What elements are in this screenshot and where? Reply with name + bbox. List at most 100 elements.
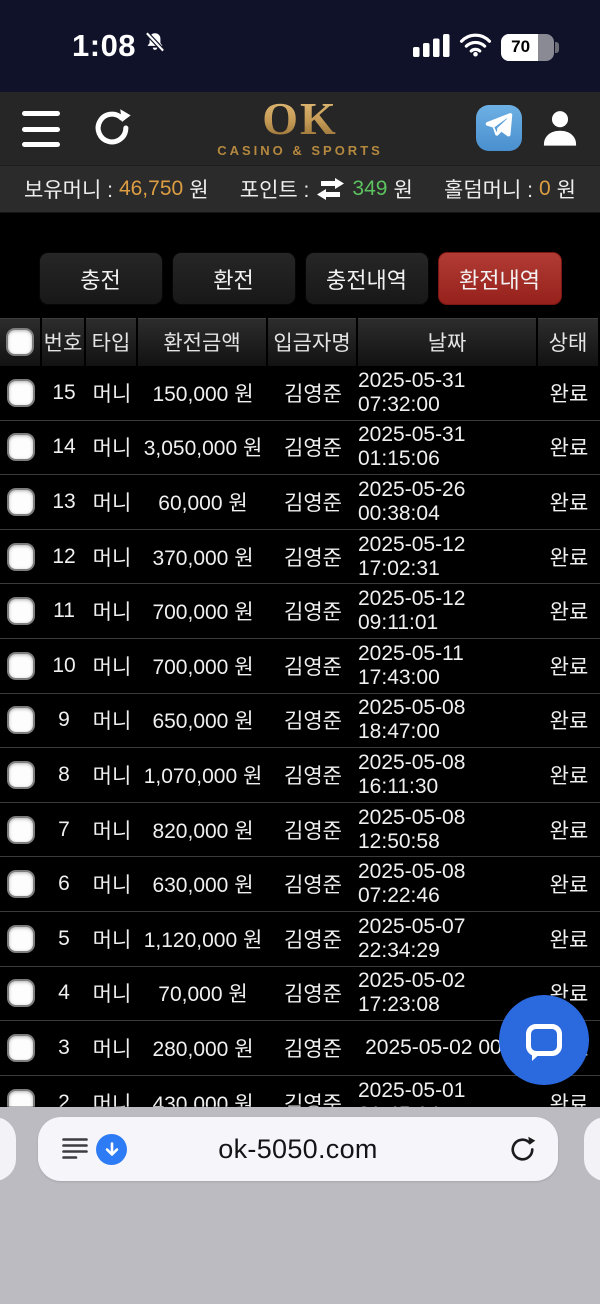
points-unit: 원 <box>393 179 413 202</box>
cell-no: 9 <box>58 708 70 732</box>
battery-icon: 70 <box>501 33 559 61</box>
livechat-button[interactable] <box>499 995 589 1085</box>
tab-withdraw-history[interactable]: 환전내역 <box>437 252 562 305</box>
cell-type: 머니 <box>92 983 132 1007</box>
points-label: 포인트 : <box>239 179 310 202</box>
cell-no: 14 <box>52 435 76 459</box>
cell-amount: 150,000 원 <box>152 382 254 406</box>
table-row: 9 머니 650,000 원 김영준 2025-05-08 18:47:00 완… <box>0 694 600 749</box>
cell-no: 13 <box>52 489 76 513</box>
row-checkbox[interactable] <box>9 435 33 460</box>
table-body: 15 머니 150,000 원 김영준 2025-05-31 07:32:00 … <box>0 366 600 1131</box>
status-time: 1:08 <box>72 28 168 64</box>
cell-depositor-name: 김영준 <box>284 382 342 406</box>
cell-amount: 820,000 원 <box>152 819 254 843</box>
row-checkbox[interactable] <box>9 708 33 733</box>
cell-type: 머니 <box>92 764 132 788</box>
tab-withdraw[interactable]: 환전 <box>171 252 296 305</box>
col-header-date: 날짜 <box>358 318 538 366</box>
row-checkbox[interactable] <box>9 817 33 842</box>
download-indicator-icon[interactable] <box>96 1134 127 1165</box>
cell-amount: 1,070,000 원 <box>143 764 263 788</box>
cell-amount: 370,000 원 <box>152 546 254 570</box>
cell-date: 2025-05-08 16:11:30 <box>358 750 466 798</box>
cell-type: 머니 <box>92 928 132 952</box>
swap-arrows-icon[interactable] <box>317 178 345 200</box>
cell-type: 머니 <box>92 655 132 679</box>
holdem-unit: 원 <box>556 179 576 202</box>
row-checkbox[interactable] <box>9 653 33 678</box>
telegram-icon <box>483 110 515 147</box>
table-row: 14 머니 3,050,000 원 김영준 2025-05-31 01:15:0… <box>0 421 600 476</box>
tab-deposit-history[interactable]: 충전내역 <box>304 252 429 305</box>
safari-bottom-chrome: ok-5050.com <box>0 1107 600 1304</box>
balance-value: 46,750 <box>118 177 184 200</box>
cell-date: 2025-05-26 00:38:04 <box>358 477 466 525</box>
row-checkbox[interactable] <box>9 762 33 787</box>
cell-status: 완료 <box>549 655 589 679</box>
row-checkbox[interactable] <box>9 380 33 405</box>
cell-date: 2025-05-08 18:47:00 <box>358 696 466 744</box>
cell-no: 5 <box>58 926 70 950</box>
cellular-signal-icon <box>413 33 450 62</box>
col-header-amount: 환전금액 <box>138 318 268 366</box>
row-checkbox-cell <box>0 872 42 897</box>
cell-no: 7 <box>58 817 70 841</box>
cell-date: 2025-05-08 07:22:46 <box>358 860 466 908</box>
row-checkbox[interactable] <box>9 489 33 514</box>
url-text[interactable]: ok-5050.com <box>218 1133 378 1164</box>
cell-no: 10 <box>52 653 76 677</box>
row-checkbox-cell <box>0 926 42 951</box>
withdraw-history-table: 번호 타입 환전금액 입금자명 날짜 상태 15 머니 150,000 원 김영… <box>0 318 600 1131</box>
row-checkbox-cell <box>0 653 42 678</box>
row-checkbox[interactable] <box>9 599 33 624</box>
chat-bubble-icon <box>526 1024 562 1061</box>
cell-status: 완료 <box>549 491 589 515</box>
cell-no: 11 <box>53 599 75 623</box>
points-value: 349 <box>352 177 388 200</box>
cell-status: 완료 <box>549 546 589 570</box>
cell-status: 완료 <box>549 437 589 461</box>
cell-date: 2025-05-12 09:11:01 <box>358 587 466 635</box>
telegram-button[interactable] <box>476 105 522 151</box>
tab-deposit[interactable]: 충전 <box>38 252 163 305</box>
header-checkbox-cell <box>0 318 42 366</box>
cell-depositor-name: 김영준 <box>284 655 342 679</box>
browser-refresh-button[interactable] <box>507 1134 538 1170</box>
reader-icon[interactable] <box>62 1137 89 1166</box>
row-checkbox-cell <box>0 817 42 842</box>
cell-date: 2025-05-02 00:30 <box>365 1035 531 1059</box>
hamburger-menu-button[interactable] <box>22 111 60 147</box>
page-refresh-button[interactable] <box>90 106 134 150</box>
row-checkbox[interactable] <box>9 926 33 951</box>
cell-depositor-name: 김영준 <box>284 983 342 1007</box>
cell-status: 완료 <box>549 928 589 952</box>
row-checkbox[interactable] <box>9 1035 33 1060</box>
cell-status: 완료 <box>549 874 589 898</box>
select-all-checkbox[interactable] <box>8 330 32 354</box>
profile-button[interactable] <box>538 106 582 150</box>
cell-status: 완료 <box>549 819 589 843</box>
cell-depositor-name: 김영준 <box>284 491 342 515</box>
cell-amount: 60,000 원 <box>158 491 248 515</box>
points: 포인트 : 349 원 <box>240 174 413 204</box>
col-header-status: 상태 <box>538 318 600 366</box>
previous-tab-stub[interactable] <box>0 1117 16 1181</box>
balance-label: 보유머니 : <box>24 179 113 202</box>
cell-status: 완료 <box>549 764 589 788</box>
row-checkbox-cell <box>0 981 42 1006</box>
status-right-icons: 70 <box>413 32 559 62</box>
address-bar[interactable]: ok-5050.com <box>38 1117 558 1181</box>
cell-type: 머니 <box>92 546 132 570</box>
row-checkbox[interactable] <box>9 544 33 569</box>
cell-date: 2025-05-31 07:32:00 <box>358 368 466 416</box>
cell-date: 2025-05-12 17:02:31 <box>358 532 466 580</box>
cell-date: 2025-05-08 12:50:58 <box>358 805 466 853</box>
row-checkbox[interactable] <box>9 872 33 897</box>
next-tab-stub[interactable] <box>584 1117 600 1181</box>
cell-date: 2025-05-31 01:15:06 <box>358 423 466 471</box>
row-checkbox[interactable] <box>9 981 33 1006</box>
balance-money: 보유머니 : 46,750 원 <box>24 174 209 204</box>
row-checkbox-cell <box>0 762 42 787</box>
row-checkbox-cell <box>0 435 42 460</box>
